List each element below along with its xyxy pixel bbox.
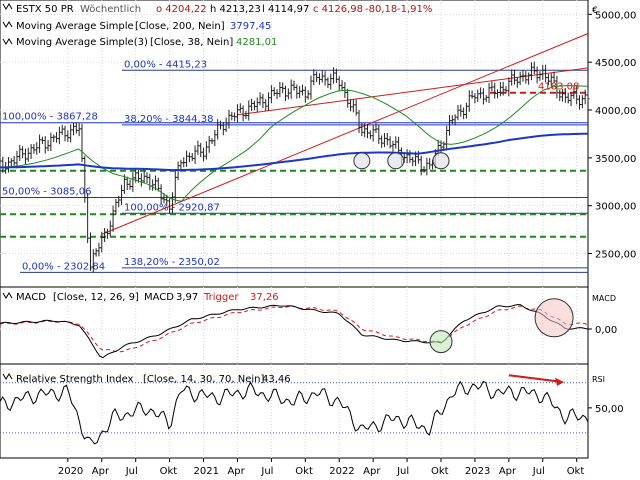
trigger-value: 37,26 [250, 292, 279, 303]
level-lines-layer: 0,00% - 4415,23 100,00% - 3867,28 38,20% -… [0, 33, 589, 273]
rsi-value: 43,46 [262, 374, 291, 385]
low-marker-circle [387, 152, 405, 170]
x-axis-labels: 2020 Apr Jul Okt 2021 Apr Jul Okt 2022 Apr Jul Okt 2… [58, 458, 585, 477]
fib-level-label: 138,20% - 2350,02 [124, 257, 220, 268]
rsi-legend-icon [2, 373, 13, 380]
ma38-params: [Close, 38, Nein] [150, 37, 233, 48]
rsi-arrow-head [555, 377, 565, 386]
y-tick-label: 5000,00 [595, 10, 636, 21]
rsi-params: [Close, 14, 30, 70, Nein] [143, 374, 264, 385]
high-label: h 4213,23 [210, 4, 261, 15]
ma38-value: 4281,01 [236, 37, 277, 48]
x-tick-label: 2023 [465, 466, 490, 477]
macd-name-label: MACD [144, 292, 174, 303]
ma38-line [0, 85, 589, 202]
x-tick-label: Jul [260, 466, 273, 477]
trigger-name-label: Trigger [203, 292, 239, 303]
ma200-legend-icon [2, 21, 13, 28]
macd-value: 3,97 [176, 292, 198, 303]
rsi-title: Relative Strength Index [16, 374, 134, 385]
macd-bullish-cross-marker [429, 330, 453, 354]
y-axis-labels: 2500,00 3000,00 3500,00 4000,00 4500,00 5000,… [588, 10, 636, 415]
x-tick-label: 2021 [194, 466, 219, 477]
x-tick-label: Apr [499, 466, 517, 477]
macd-legend-icon [2, 292, 13, 299]
macd-params: [Close, 12, 26, 9] [53, 292, 139, 303]
price-series-layer [0, 61, 590, 273]
low-marker-circle [353, 152, 371, 170]
y-tick-label: 3000,00 [595, 202, 636, 213]
x-tick-label: Apr [92, 466, 110, 477]
macd-side-label: MACD [592, 294, 616, 303]
ma38-legend-icon [2, 38, 13, 45]
y-tick-label: 3500,00 [595, 154, 636, 165]
macd-legend: MACD [Close, 12, 26, 9] MACD 3,97 Trigge… [2, 292, 616, 303]
change-label: -80,18 [365, 4, 397, 15]
price-legend: ESTX 50 PR Wöchentlich o 4204,22 h 4213,… [2, 3, 598, 48]
grid-layer [0, 0, 588, 458]
indicator-layer [0, 85, 589, 445]
currency-label: € [592, 6, 598, 16]
rsi-side-label: RSI [592, 375, 605, 384]
interval-label: Wöchentlich [80, 4, 141, 15]
x-tick-label: 2020 [58, 466, 83, 477]
y-tick-label: 4500,00 [595, 58, 636, 69]
x-tick-label: Apr [363, 466, 381, 477]
x-tick-label: Jul [125, 466, 138, 477]
x-tick-label: Okt [567, 466, 585, 477]
x-tick-label: 2022 [329, 466, 354, 477]
price-legend-icon [2, 3, 13, 10]
change-pct-label: -1,91% [397, 4, 432, 15]
y-tick-label: 2500,00 [595, 250, 636, 261]
instrument-title: ESTX 50 PR [16, 4, 74, 15]
x-tick-label: Jul [532, 466, 545, 477]
fib-level-label: 0,00% - 2302,84 [22, 261, 105, 272]
rsi-panel-frame [0, 363, 589, 459]
x-tick-label: Okt [431, 466, 449, 477]
fib-level-label: 50,00% - 3085,06 [2, 187, 91, 198]
fib-level-label: 0,00% - 4415,23 [124, 59, 207, 70]
ma200-line [0, 132, 588, 172]
x-tick-label: Okt [160, 466, 178, 477]
fib-level-label: 100,00% - 3867,28 [2, 112, 98, 123]
low-marker-circle [432, 152, 450, 170]
y-tick-label: 4000,00 [595, 106, 636, 117]
rsi-line [0, 380, 589, 445]
annotation-layer: 4183,08 [353, 82, 579, 386]
macd-bearish-cross-marker [534, 298, 574, 338]
fib-level-label: 38,20% - 3844,38 [124, 114, 213, 125]
low-label: l 4114,97 [262, 4, 309, 15]
ma200-label: Moving Average Simple [16, 21, 134, 32]
x-tick-label: Okt [295, 466, 313, 477]
macd-y-tick-label: 0,00 [595, 325, 617, 336]
open-label: o 4204,22 [156, 4, 207, 15]
last-price-label: 4183,08 [538, 82, 579, 93]
close-label: c 4126,98 [313, 4, 363, 15]
trendline-upper [237, 67, 589, 116]
ma200-value: 3797,45 [230, 21, 271, 32]
macd-title: MACD [16, 292, 46, 303]
rsi-divergence-arrow [508, 374, 560, 383]
ma200-params: [Close, 200, Nein] [135, 21, 225, 32]
x-tick-label: Apr [227, 466, 245, 477]
trendline-up [101, 33, 589, 235]
ma38-label: Moving Average Simple(3) [16, 37, 148, 48]
x-tick-label: Jul [396, 466, 409, 477]
fib-level-label: 100,00% - 2920,87 [124, 202, 220, 213]
macd-line [0, 304, 589, 359]
rsi-legend: Relative Strength Index [Close, 14, 30, … [2, 373, 605, 385]
rsi-y-tick-label: 50,00 [595, 404, 624, 415]
